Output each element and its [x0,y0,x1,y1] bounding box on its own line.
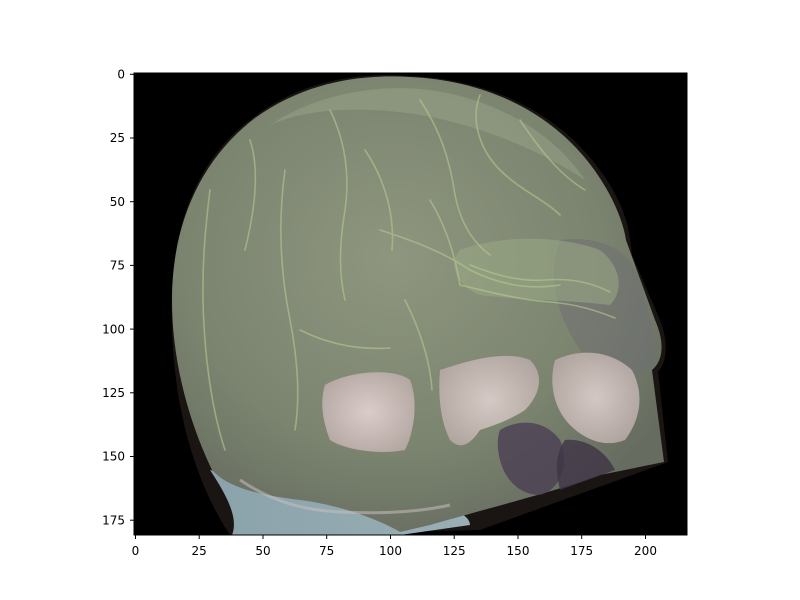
x-tick-label: 150 [507,544,530,558]
bone-patch-right [552,352,640,444]
x-tick-label: 25 [192,544,207,558]
vessel-lines [202,94,616,451]
y-tick-label: 25 [110,131,125,145]
x-tick-label: 75 [319,544,334,558]
skull [172,76,664,532]
x-tick-label: 100 [379,544,402,558]
x-tick-label: 200 [634,544,657,558]
y-tick-label: 75 [110,259,125,273]
y-tick-label: 125 [102,386,125,400]
x-tick-label: 125 [443,544,466,558]
y-axis [130,73,134,521]
y-tick-label: 175 [102,513,125,527]
x-tick-label: 50 [255,544,270,558]
y-tick-label: 100 [102,322,125,336]
y-tick-label: 50 [110,195,125,209]
x-tick-label: 175 [570,544,593,558]
skull-rendering [171,75,669,535]
bone-patch-left [322,372,415,452]
axes-frame [133,72,688,536]
x-axis [135,535,646,539]
y-tick-label: 0 [117,68,125,82]
x-tick-label: 0 [132,544,140,558]
y-tick-label: 150 [102,450,125,464]
bone-patch-center [439,355,540,446]
